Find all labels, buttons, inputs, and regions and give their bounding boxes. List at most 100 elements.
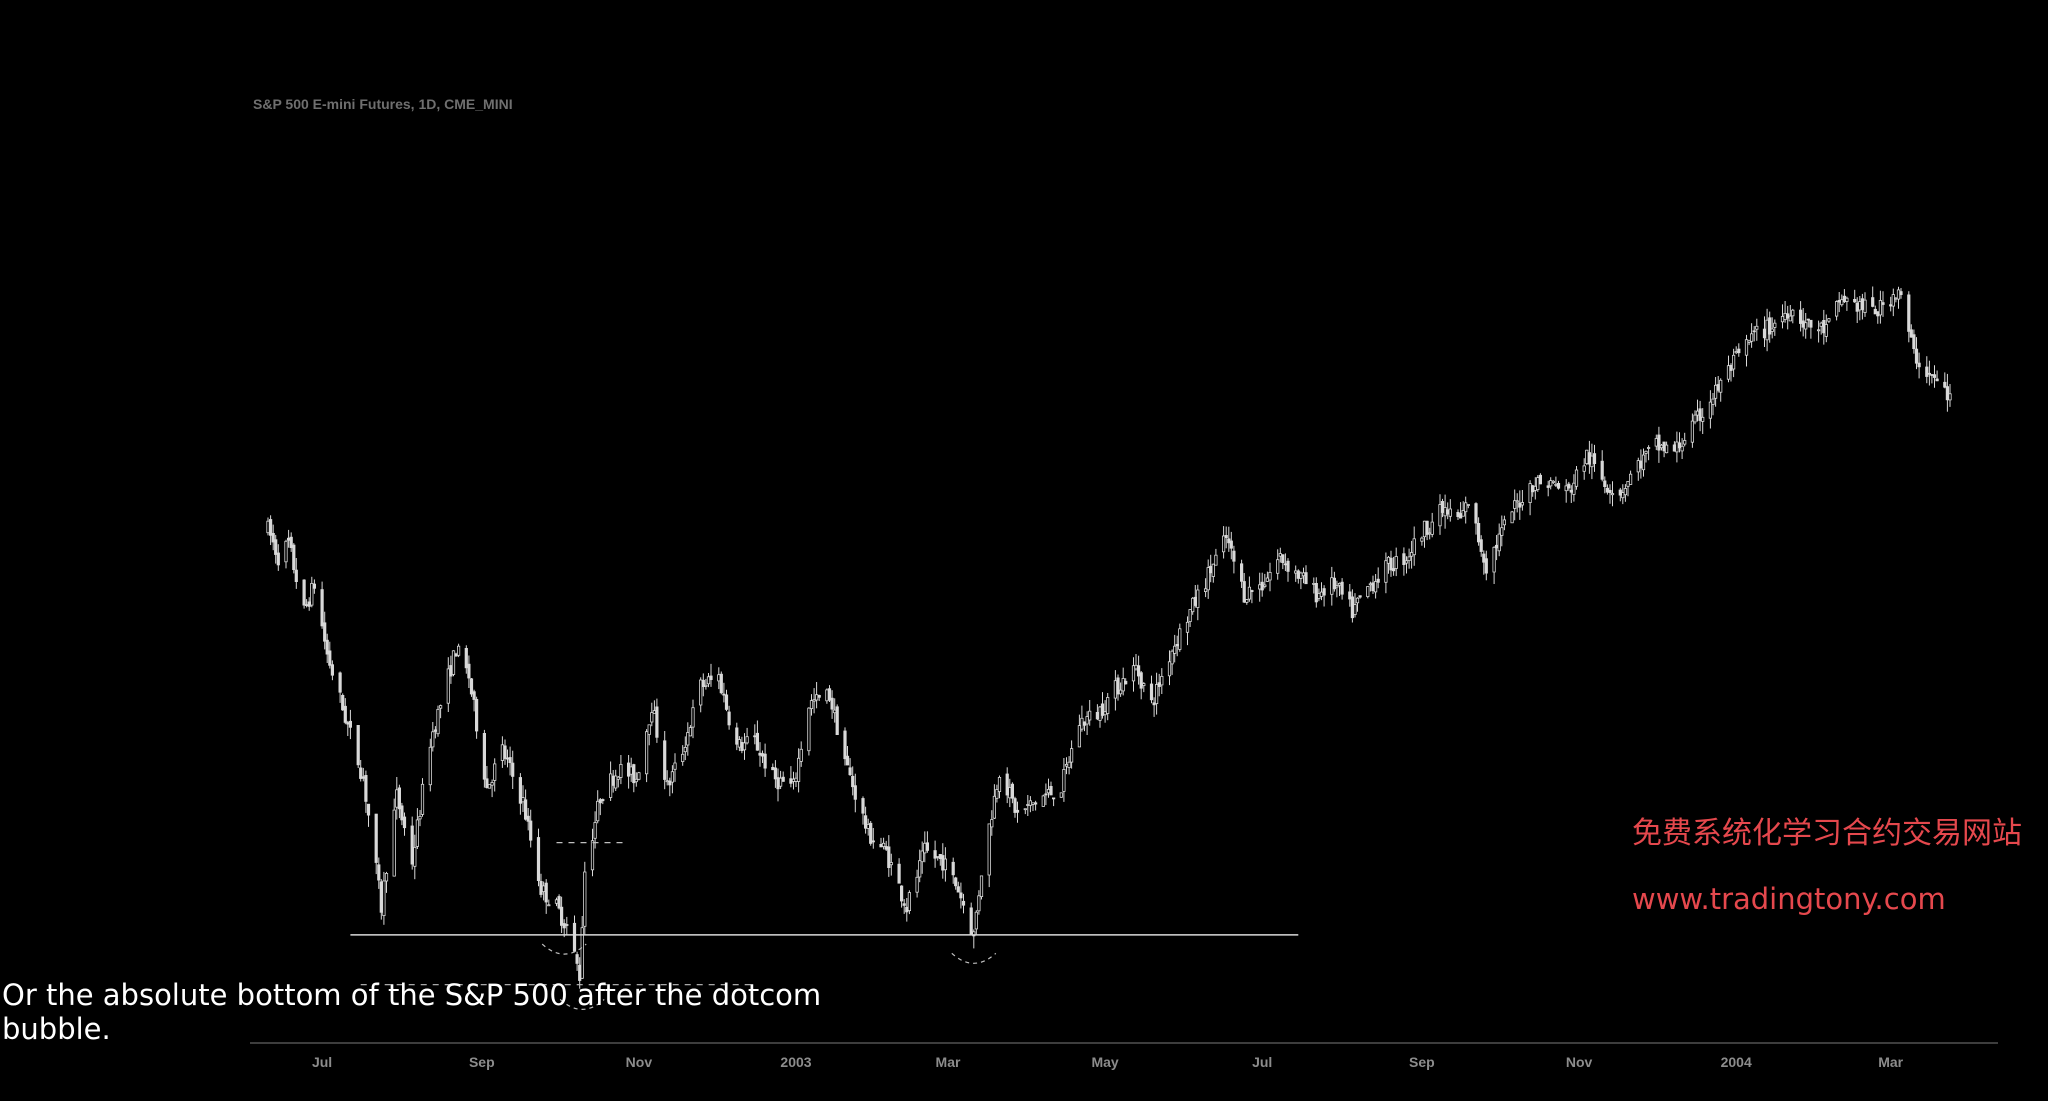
candle-body [1142,683,1146,686]
candle-body [487,784,492,789]
candle-body [1755,325,1759,330]
candle-body [1610,493,1615,496]
x-tick-label: May [1091,1054,1118,1070]
candle-body [542,885,546,893]
candle-body [1698,408,1702,421]
candle-body [1389,557,1393,571]
candle-body [1806,318,1810,321]
candle-body [1376,578,1380,583]
candle-body [1891,294,1895,307]
candle-body [1260,581,1264,591]
candle-body [1590,455,1594,468]
candle-body [779,777,783,787]
candle-body [1319,591,1324,597]
candle-body [1533,485,1537,491]
candle-body [1446,509,1450,515]
candle-body [1131,665,1136,682]
candle-body [900,885,904,902]
candle-body [1185,621,1190,633]
candle-body [688,727,693,737]
candle-body [1786,313,1790,319]
candle-body [598,799,602,804]
candle-body [451,650,456,675]
candle-body [812,699,816,702]
candle-body [704,684,708,687]
candle-body [915,876,919,893]
candle-body [1286,560,1290,572]
candle-body [650,712,654,723]
candle-body [995,789,999,799]
watermark-chinese-text: 免费系统化学习合约交易网站 [1632,816,2022,851]
candle-body [1222,535,1226,553]
candle-body [791,778,796,782]
candle-body [1402,553,1406,566]
candle-body [1041,795,1045,807]
candle-body [1899,291,1903,296]
candle-body [1729,364,1733,371]
candle-body [1482,553,1486,563]
candle-body [663,740,667,780]
x-tick-label: Nov [1566,1054,1593,1070]
candle-body [670,771,675,783]
candle-body [304,604,309,606]
candle-body [1461,510,1465,517]
candle-body [1034,802,1038,805]
candle-body [1013,798,1017,813]
candle-body [974,911,978,930]
candle-body [325,639,329,655]
candle-body [1569,489,1573,493]
candle-body [956,886,960,893]
candle-body [645,731,649,775]
candle-body [312,583,317,589]
candle-body [1350,596,1354,619]
candle-body [1276,559,1280,574]
candle-body [794,777,798,782]
candle-body [402,816,407,829]
candle-body [1845,297,1849,302]
candle-body [1278,553,1282,557]
candle-body [1641,454,1646,471]
candle-body [1250,590,1254,593]
candle-body [1567,483,1571,489]
candle-body [637,772,641,780]
watermark-url[interactable]: www.tradingtony.com [1632,882,1946,916]
candle-body [683,747,687,753]
candle-body [1858,301,1862,311]
candle-body [1711,398,1715,405]
candle-body [1420,537,1424,542]
candle-body [1495,544,1499,549]
candle-body [1031,802,1035,805]
candle-body [1052,797,1056,800]
candle-body [1167,661,1172,677]
candle-body [918,860,922,878]
candle-body [1188,609,1192,622]
candle-body [1497,533,1501,552]
candle-body [1768,317,1772,335]
candle-body [1783,312,1787,320]
candle-body [817,695,821,698]
candle-body [505,757,510,760]
candle-body [1337,583,1342,586]
chart-title: S&P 500 E-mini Futures, 1D, CME_MINI [253,96,513,112]
candle-body [954,877,958,887]
candle-body [959,892,963,899]
candle-body [1023,808,1027,811]
candle-body [866,824,870,829]
annotation-layer [350,841,1299,1010]
candle-body [1067,761,1071,769]
candle-body [286,537,291,541]
candle-body [1301,572,1306,577]
candle-body [1428,532,1432,535]
candle-body [524,799,528,820]
candle-body [449,665,453,677]
candle-body [366,803,371,816]
candle-body [1196,589,1200,608]
candle-body [428,746,432,786]
candle-body [627,762,631,777]
candle-body [469,678,474,695]
candle-body [1149,683,1154,701]
candle-body [1064,764,1069,767]
candle-body [1121,678,1125,692]
candle-body [1062,769,1066,792]
candle-body [851,775,855,788]
